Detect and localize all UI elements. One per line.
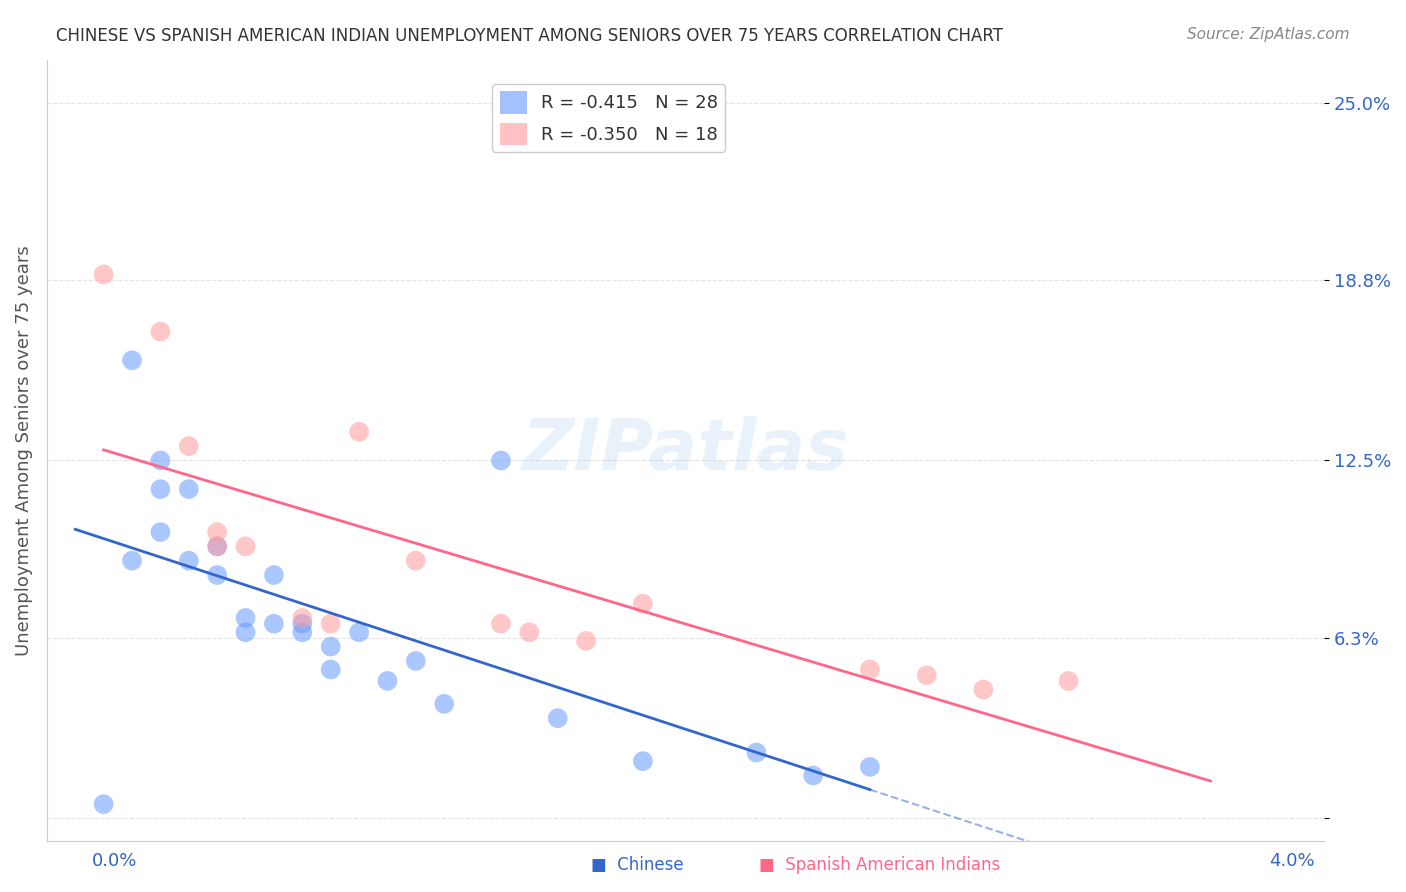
Point [205, 524, 228, 539]
Text: 4.0%: 4.0% [1270, 852, 1315, 870]
Point [93, 797, 115, 811]
Point [291, 616, 314, 631]
Point [489, 616, 512, 631]
Point [433, 697, 456, 711]
Point [347, 425, 370, 439]
Point [177, 482, 200, 496]
Point [291, 625, 314, 640]
Point [121, 353, 143, 368]
Point [972, 682, 994, 697]
Point [291, 611, 314, 625]
Point [149, 482, 172, 496]
Point [205, 540, 228, 554]
Text: ZIPatlas: ZIPatlas [522, 416, 849, 485]
Point [263, 568, 285, 582]
Point [915, 668, 938, 682]
Text: ■  Spanish American Indians: ■ Spanish American Indians [759, 856, 1001, 874]
Point [149, 325, 172, 339]
Point [347, 625, 370, 640]
Point [547, 711, 569, 725]
Point [263, 616, 285, 631]
Point [319, 663, 342, 677]
Y-axis label: Unemployment Among Seniors over 75 years: Unemployment Among Seniors over 75 years [15, 245, 32, 656]
Point [93, 268, 115, 282]
Text: 0.0%: 0.0% [91, 852, 136, 870]
Point [177, 554, 200, 568]
Point [859, 760, 882, 774]
Point [575, 633, 598, 648]
Point [121, 554, 143, 568]
Point [235, 611, 257, 625]
Point [405, 554, 427, 568]
Point [235, 540, 257, 554]
Point [1057, 673, 1080, 688]
Point [859, 663, 882, 677]
Point [177, 439, 200, 453]
Point [801, 768, 824, 782]
Point [377, 673, 399, 688]
Point [319, 616, 342, 631]
Point [405, 654, 427, 668]
Point [489, 453, 512, 467]
Point [205, 568, 228, 582]
Text: CHINESE VS SPANISH AMERICAN INDIAN UNEMPLOYMENT AMONG SENIORS OVER 75 YEARS CORR: CHINESE VS SPANISH AMERICAN INDIAN UNEMP… [56, 27, 1004, 45]
Legend: R = -0.415   N = 28, R = -0.350   N = 18: R = -0.415 N = 28, R = -0.350 N = 18 [492, 84, 725, 152]
Point [631, 597, 654, 611]
Text: ■  Chinese: ■ Chinese [591, 856, 683, 874]
Point [149, 453, 172, 467]
Point [745, 746, 768, 760]
Point [149, 524, 172, 539]
Point [319, 640, 342, 654]
Point [235, 625, 257, 640]
Point [519, 625, 541, 640]
Point [631, 754, 654, 768]
Text: Source: ZipAtlas.com: Source: ZipAtlas.com [1187, 27, 1350, 42]
Point [205, 540, 228, 554]
